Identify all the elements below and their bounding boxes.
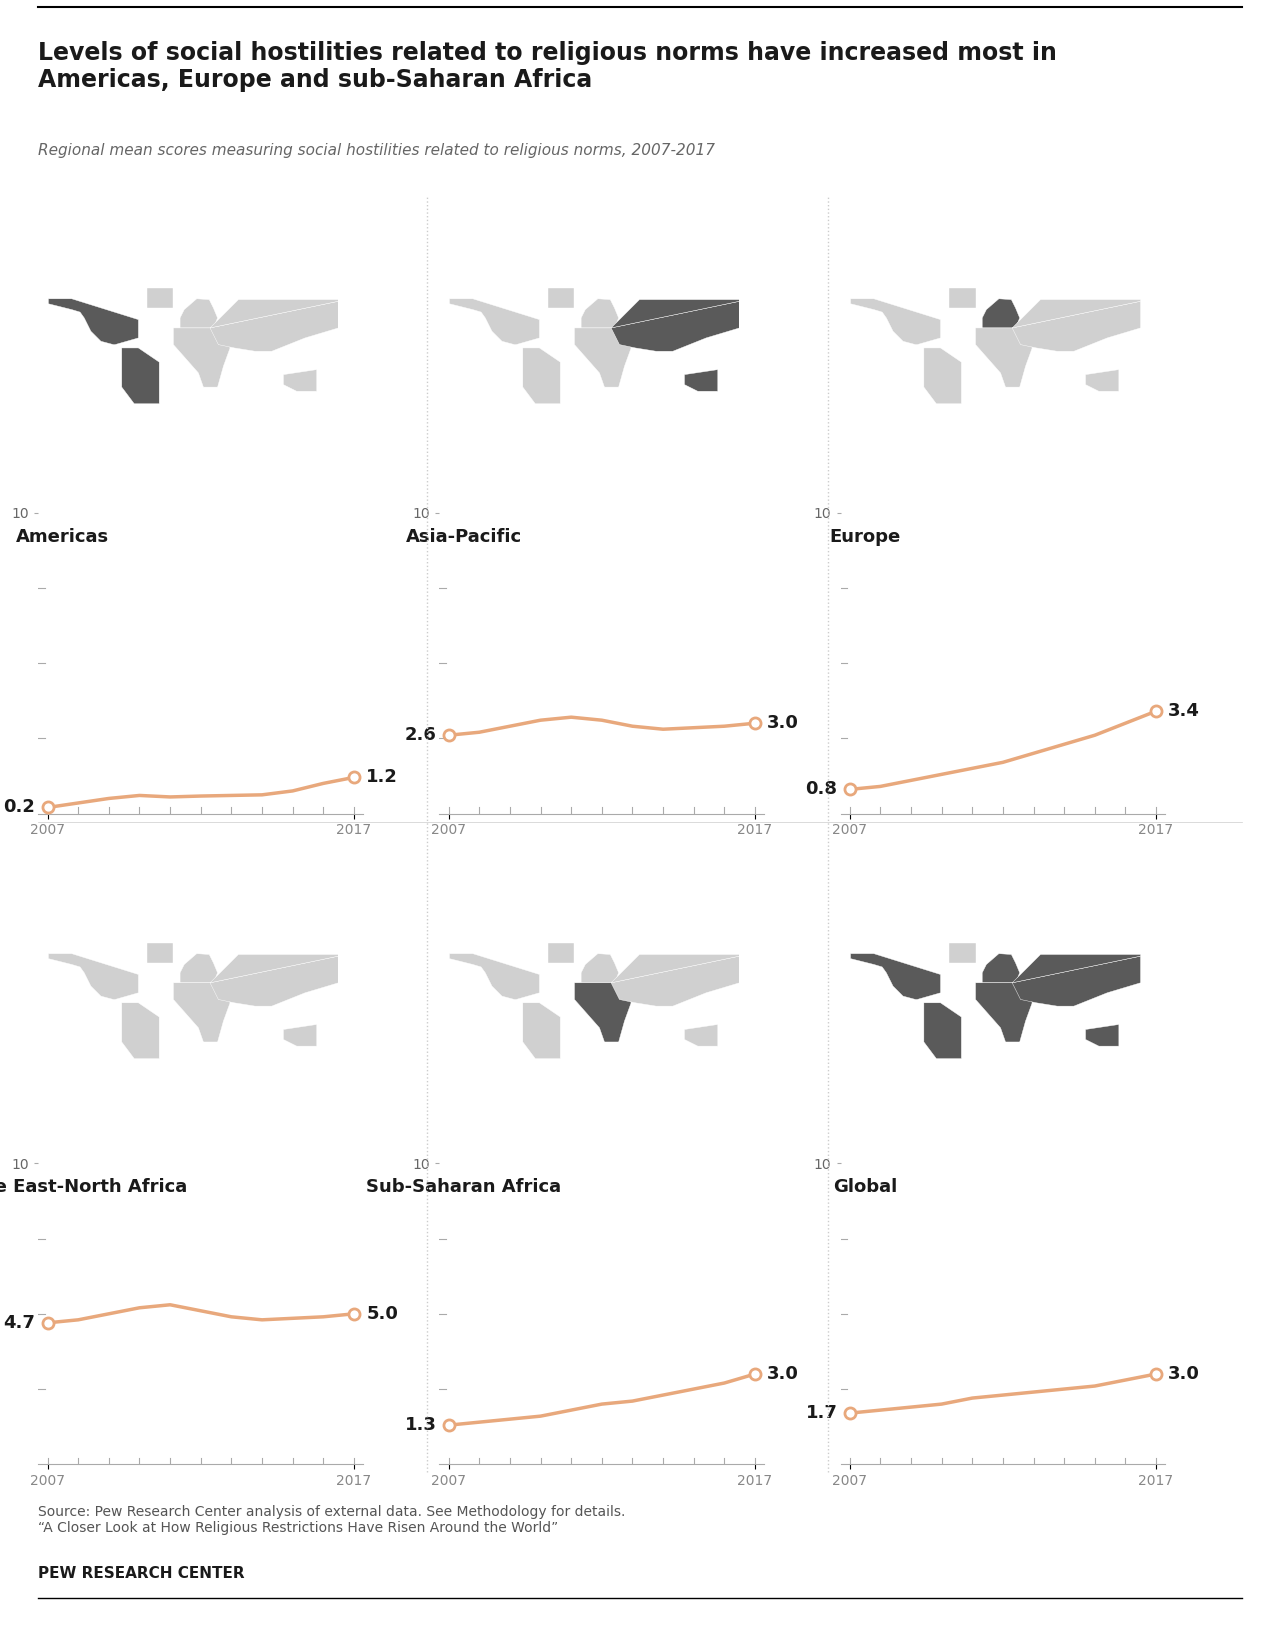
Polygon shape (548, 942, 575, 963)
Text: 1.7: 1.7 (805, 1404, 837, 1422)
Text: Regional mean scores measuring social hostilities related to religious norms, 20: Regional mean scores measuring social ho… (38, 143, 716, 158)
Text: 1.3: 1.3 (404, 1415, 436, 1433)
Text: Americas: Americas (17, 527, 110, 545)
Text: 5.0: 5.0 (366, 1305, 398, 1323)
Polygon shape (147, 288, 173, 308)
Text: 4.7: 4.7 (4, 1315, 36, 1333)
Text: 2.6: 2.6 (404, 726, 436, 744)
Polygon shape (173, 983, 230, 1041)
Polygon shape (449, 953, 539, 999)
Polygon shape (283, 1025, 316, 1046)
Polygon shape (581, 299, 618, 329)
Polygon shape (180, 299, 218, 329)
Polygon shape (180, 953, 218, 983)
Polygon shape (283, 369, 316, 390)
Polygon shape (611, 299, 740, 329)
Polygon shape (575, 329, 631, 387)
Polygon shape (122, 1002, 159, 1059)
Polygon shape (948, 288, 975, 308)
Text: 3.0: 3.0 (767, 714, 799, 732)
Polygon shape (575, 983, 631, 1041)
Polygon shape (49, 953, 138, 999)
Text: PEW RESEARCH CENTER: PEW RESEARCH CENTER (38, 1567, 244, 1581)
Polygon shape (522, 348, 561, 403)
Text: 0.8: 0.8 (805, 781, 837, 799)
Polygon shape (975, 329, 1032, 387)
Text: Levels of social hostilities related to religious norms have increased most in
A: Levels of social hostilities related to … (38, 41, 1057, 93)
Text: 3.4: 3.4 (1169, 703, 1201, 721)
Polygon shape (685, 1025, 718, 1046)
Polygon shape (1012, 955, 1140, 983)
Polygon shape (122, 348, 159, 403)
Polygon shape (49, 299, 138, 345)
Polygon shape (1012, 299, 1140, 329)
Polygon shape (210, 299, 338, 329)
Text: 1.2: 1.2 (366, 768, 398, 786)
Polygon shape (611, 955, 740, 983)
Polygon shape (685, 369, 718, 390)
Text: Global: Global (833, 1178, 897, 1196)
Polygon shape (1012, 957, 1140, 1005)
Polygon shape (210, 955, 338, 983)
Polygon shape (924, 1002, 961, 1059)
Polygon shape (611, 957, 740, 1005)
Polygon shape (548, 288, 575, 308)
Polygon shape (850, 299, 941, 345)
Polygon shape (850, 953, 941, 999)
Text: Europe: Europe (829, 527, 901, 545)
Text: Asia-Pacific: Asia-Pacific (406, 527, 522, 545)
Polygon shape (982, 299, 1020, 329)
Polygon shape (1085, 369, 1119, 390)
Text: 3.0: 3.0 (767, 1365, 799, 1383)
Polygon shape (948, 942, 975, 963)
Polygon shape (982, 953, 1020, 983)
Polygon shape (1085, 1025, 1119, 1046)
Text: 0.2: 0.2 (4, 799, 36, 817)
Text: Middle East-North Africa: Middle East-North Africa (0, 1178, 187, 1196)
Polygon shape (210, 957, 338, 1005)
Polygon shape (581, 953, 618, 983)
Text: 3.0: 3.0 (1169, 1365, 1201, 1383)
Polygon shape (975, 983, 1032, 1041)
Polygon shape (611, 301, 740, 351)
Polygon shape (449, 299, 539, 345)
Polygon shape (210, 301, 338, 351)
Polygon shape (522, 1002, 561, 1059)
Polygon shape (1012, 301, 1140, 351)
Text: Source: Pew Research Center analysis of external data. See Methodology for detai: Source: Pew Research Center analysis of … (38, 1505, 626, 1536)
Polygon shape (147, 942, 173, 963)
Polygon shape (924, 348, 961, 403)
Text: Sub-Saharan Africa: Sub-Saharan Africa (366, 1178, 562, 1196)
Polygon shape (173, 329, 230, 387)
